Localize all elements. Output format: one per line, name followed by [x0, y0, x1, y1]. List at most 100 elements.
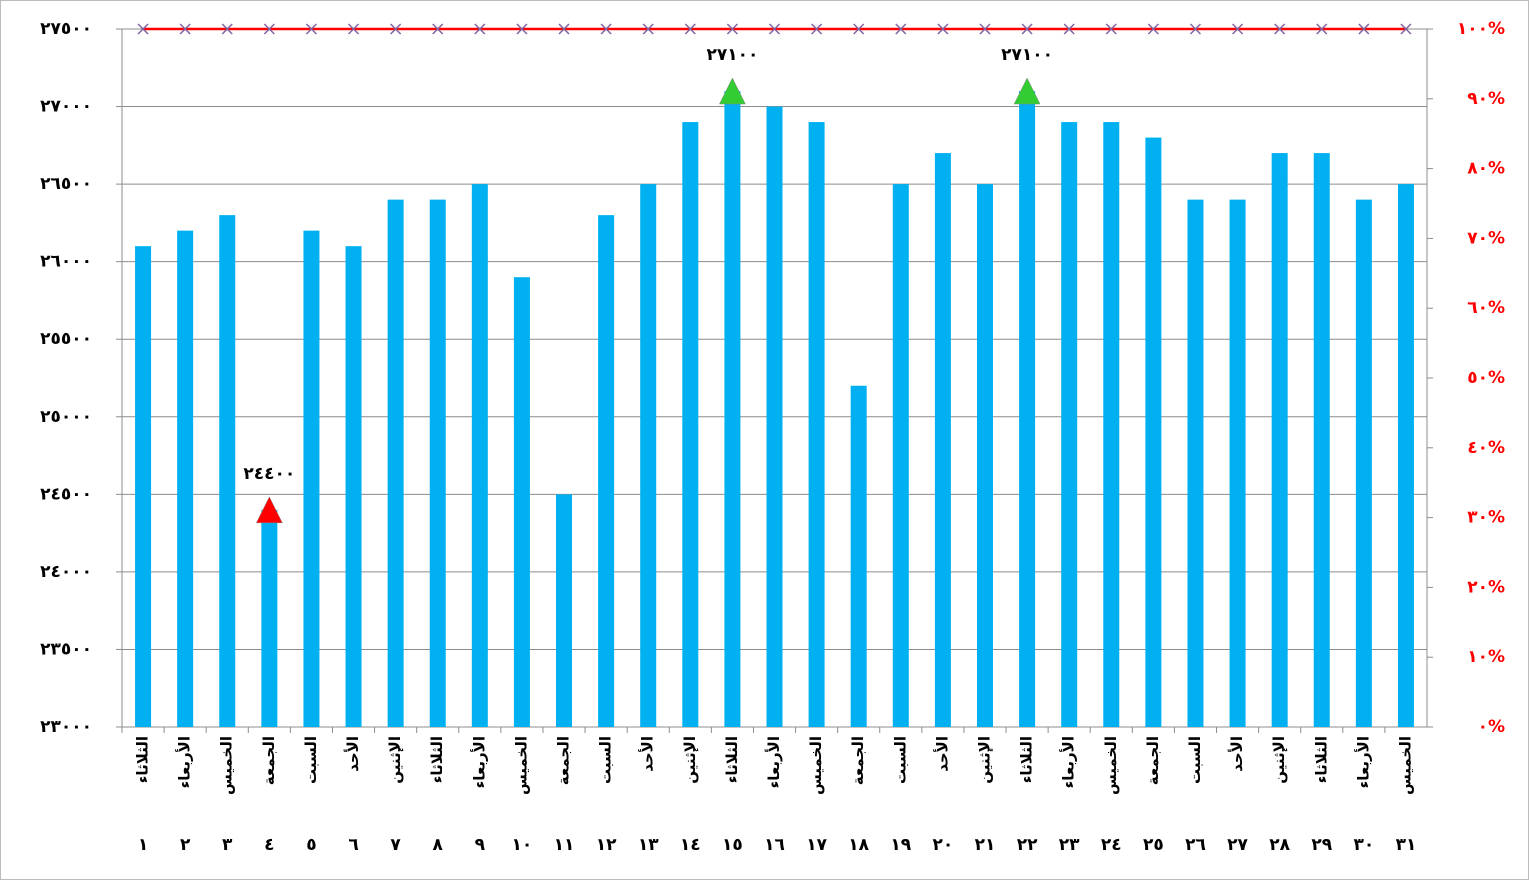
y-tick-label: ٢٧٥٠٠	[40, 19, 92, 39]
bar	[345, 246, 362, 727]
x-tick-label: الثلاثاء	[1018, 736, 1036, 783]
day-label: ٣١	[1396, 835, 1417, 855]
x-tick-label: الخميس	[807, 736, 825, 795]
day-label: ٢٦	[1185, 835, 1206, 855]
bar	[1397, 184, 1414, 728]
bar	[556, 494, 573, 727]
x-tick-label: الأربعاء	[1354, 736, 1372, 788]
day-label: ١٤	[680, 835, 701, 855]
day-label: ١٨	[848, 835, 869, 855]
day-label: ١٩	[890, 835, 911, 855]
y2-tick-label: ١٠%	[1467, 647, 1505, 667]
y2-tick-label: ٣٠%	[1467, 508, 1505, 528]
line-marker	[642, 23, 654, 35]
x-tick-label: السبت	[1186, 736, 1204, 784]
line-marker	[979, 23, 991, 35]
day-label: ٢٢	[1017, 835, 1038, 855]
x-tick-label: الثلاثاء	[723, 736, 741, 783]
day-label: ٢	[180, 835, 191, 855]
day-label: ٦	[348, 835, 358, 855]
day-label: ١١	[554, 835, 575, 855]
x-tick-label: السبت	[891, 736, 909, 784]
line-marker	[726, 23, 738, 35]
x-tick-label: الثلاثاء	[1312, 736, 1330, 783]
x-tick-label: الثلاثاء	[428, 736, 446, 783]
x-tick-label: الأحد	[344, 736, 362, 772]
day-label: ٢٥	[1143, 835, 1164, 855]
bar	[471, 184, 488, 728]
line-marker	[1105, 23, 1117, 35]
x-tick-label: الثلاثاء	[134, 736, 152, 783]
bar	[850, 385, 867, 727]
y-tick-label: ٢٤٥٠٠	[40, 484, 92, 504]
bar	[1145, 137, 1162, 728]
bar	[177, 230, 194, 727]
bar	[1019, 91, 1036, 728]
bar	[934, 153, 951, 728]
y2-tick-label: ٩٠%	[1467, 89, 1505, 109]
bar	[766, 106, 783, 728]
x-tick-label: الإثنين	[975, 736, 993, 784]
line-marker	[1232, 23, 1244, 35]
bar	[513, 277, 530, 727]
y-tick-label: ٢٥٠٠٠	[40, 407, 92, 427]
line-marker	[1063, 23, 1075, 35]
bar	[1313, 153, 1330, 728]
day-label: ١٢	[596, 835, 617, 855]
y-tick-label: ٢٣٥٠٠	[40, 639, 92, 659]
line-marker	[895, 23, 907, 35]
x-tick-label: الأربعاء	[176, 736, 194, 788]
bar	[640, 184, 657, 728]
line-marker	[811, 23, 823, 35]
bar	[429, 199, 446, 728]
day-label: ١	[138, 835, 148, 855]
y-tick-label: ٢٦٥٠٠	[40, 174, 92, 194]
line-marker	[305, 23, 317, 35]
day-label: ٢٧	[1227, 835, 1248, 855]
x-tick-label: الأحد	[639, 736, 657, 772]
line-marker	[768, 23, 781, 35]
line-marker	[474, 23, 486, 35]
line-marker	[1021, 23, 1033, 35]
day-label: ٣	[222, 835, 233, 855]
x-tick-label: الجمعة	[555, 736, 573, 785]
day-label: ١٥	[722, 835, 743, 855]
line-marker	[137, 23, 149, 35]
x-tick-label: السبت	[597, 736, 615, 784]
y-tick-label: ٢٣٠٠٠	[40, 717, 92, 737]
x-tick-label: الخميس	[1102, 736, 1120, 795]
day-label: ٤	[264, 835, 274, 855]
line-marker	[1316, 23, 1328, 35]
y-tick-label: ٢٥٥٠٠	[40, 329, 92, 349]
data-label: ٢٧١٠٠	[706, 45, 758, 65]
marker	[718, 77, 746, 105]
marker	[1013, 77, 1041, 105]
line-marker	[1274, 23, 1286, 35]
bar	[1061, 122, 1078, 728]
y2-tick-label: ٠%	[1478, 717, 1505, 737]
line-marker	[390, 23, 402, 35]
bar	[261, 509, 278, 727]
line-marker	[937, 23, 949, 35]
y2-tick-label: ٢٠%	[1467, 577, 1505, 597]
y-tick-label: ٢٤٠٠٠	[40, 562, 92, 582]
line-marker	[179, 23, 191, 35]
line-marker	[1147, 23, 1159, 35]
bar	[892, 184, 909, 728]
y2-tick-label: ١٠٠%	[1457, 19, 1505, 39]
x-tick-label: الأحد	[1228, 736, 1246, 772]
x-tick-label: الأربعاء	[765, 736, 783, 788]
y-tick-label: ٢٧٠٠٠	[40, 97, 92, 117]
x-tick-label: الجمعة	[1144, 736, 1162, 785]
day-label: ٩	[475, 835, 486, 855]
day-label: ٢٣	[1059, 835, 1080, 855]
bar	[1229, 199, 1246, 728]
line-marker	[1400, 23, 1412, 35]
line-marker	[600, 23, 612, 35]
x-tick-label: الجمعة	[849, 736, 867, 785]
marker	[255, 496, 283, 524]
day-label: ٣٠	[1353, 835, 1374, 855]
day-label: ٢٨	[1269, 835, 1290, 855]
y-tick-label: ٢٦٠٠٠	[40, 252, 92, 272]
